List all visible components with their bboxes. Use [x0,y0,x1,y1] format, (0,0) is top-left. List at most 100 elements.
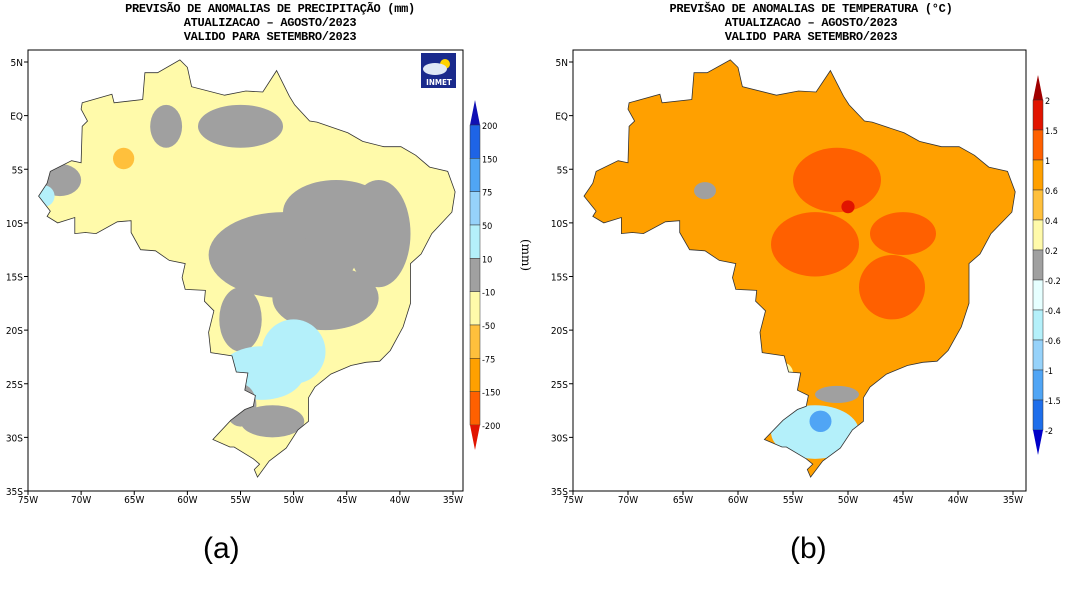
anomaly-region [859,255,925,320]
colorbar-label: 0.2 [1045,247,1058,257]
colorbar-min-arrow [470,425,480,450]
lon-label: 70W [71,495,91,506]
colorbar-swatch [1032,129,1044,161]
lon-label: 35W [443,495,463,506]
anomaly-field [38,59,456,478]
lon-label: 60W [728,495,748,506]
anomaly-region [272,265,379,331]
colorbar-label: -0.4 [1045,307,1061,317]
colorbar-label: -200 [482,422,500,432]
colorbar-swatch [1032,399,1044,431]
anomaly-region [771,212,859,277]
caption-a: (a) [203,532,240,565]
colorbar-swatch [1032,309,1044,341]
lon-label: 70W [618,495,638,506]
anomaly-region [694,182,716,200]
logo-text: INMET [426,78,452,87]
lon-label: 55W [783,495,803,506]
lat-label: 35S [551,487,568,498]
lat-label: EQ [10,112,23,123]
temperature-title: PREVIŠAO DE ANOMALIAS DE TEMPERATURA (°C… [540,2,1082,44]
lon-label: 40W [948,495,968,506]
lat-label: 5S [12,165,24,176]
colorbar-swatch [1032,339,1044,371]
title-line: VALIDO PARA SETEMBRO/2023 [183,30,357,44]
anomaly-region [815,385,859,404]
lat-label: EQ [555,112,568,123]
colorbar-swatch [469,324,481,359]
lat-label: 5N [556,58,568,69]
anomaly-region [113,147,135,170]
anomaly-region [771,405,859,459]
colorbar-swatch [469,291,481,326]
lon-label: 75W [18,495,38,506]
colorbar-swatch [1032,219,1044,251]
lat-label: 35S [6,487,23,498]
colorbar-swatch [469,158,481,192]
title-line: ATUALIZACAO – AGOSTO/2023 [183,16,357,30]
lon-label: 75W [563,495,583,506]
caption-b: (b) [790,532,827,565]
lon-label: 65W [673,495,693,506]
cloud-icon [423,63,447,75]
anomaly-region [793,147,881,213]
lon-label: 50W [838,495,858,506]
colorbar-label: -0.6 [1045,337,1061,347]
lat-label: 5N [11,58,23,69]
colorbar-swatch [1032,279,1044,311]
colorbar-max-arrow [470,100,480,125]
lat-label: 25S [6,380,23,391]
title-line: PREVISÃO DE ANOMALIAS DE PRECIPITAÇÃO (m… [125,2,415,16]
lon-label: 50W [283,495,303,506]
colorbar-label: 75 [482,189,492,199]
colorbar-label: 50 [482,222,492,232]
colorbar-label: -1 [1045,367,1053,377]
anomaly-region [150,104,183,148]
colorbar-label: -1.5 [1045,397,1061,407]
colorbar-unit: (mm) [519,239,533,271]
colorbar-swatch [1032,189,1044,221]
colorbar-label: -75 [482,355,495,365]
title-line: PREVIŠAO DE ANOMALIAS DE TEMPERATURA (°C… [669,2,953,16]
brazil-outline [38,59,456,478]
colorbar-max-arrow [1033,75,1043,100]
colorbar-swatch [469,391,481,426]
anomaly-region [809,410,832,433]
lon-label: 45W [337,495,357,506]
lat-label: 10S [551,219,568,230]
lon-label: 55W [230,495,250,506]
inmet-logo: INMET [421,53,456,88]
lat-label: 25S [551,380,568,391]
lat-label: 20S [6,326,23,337]
anomaly-region [841,200,855,214]
colorbar-label: -50 [482,322,495,332]
anomaly-region [219,287,262,352]
colorbar-swatch [1032,249,1044,281]
anomaly-region [240,405,305,438]
lat-label: 30S [551,433,568,444]
anomaly-region [716,179,782,223]
title-line: VALIDO PARA SETEMBRO/2023 [724,30,898,44]
colorbar-min-arrow [1033,430,1043,455]
lon-label: 40W [390,495,410,506]
precipitation-panel: PREVISÃO DE ANOMALIAS DE PRECIPITAÇÃO (m… [0,0,540,596]
colorbar-label: 2 [1045,97,1050,107]
lat-label: 10S [6,219,23,230]
anomaly-region [346,179,411,288]
precipitation-title: PREVISÃO DE ANOMALIAS DE PRECIPITAÇÃO (m… [0,2,540,44]
colorbar: 200 150 75 50 10 -10 -50 -75 -150 -200 (mm) [469,100,533,450]
colorbar-swatch [469,124,481,159]
lat-label: 15S [6,273,23,284]
colorbar-label: 150 [482,155,497,165]
colorbar-swatch [1032,99,1044,131]
lon-label: 35W [1003,495,1023,506]
colorbar-label: 1 [1045,157,1050,167]
colorbar-swatch [469,358,481,392]
colorbar-label: 0.4 [1045,217,1058,227]
colorbar-swatch [469,191,481,226]
lon-label: 65W [124,495,144,506]
lat-label: 30S [6,433,23,444]
anomaly-region [870,212,936,256]
